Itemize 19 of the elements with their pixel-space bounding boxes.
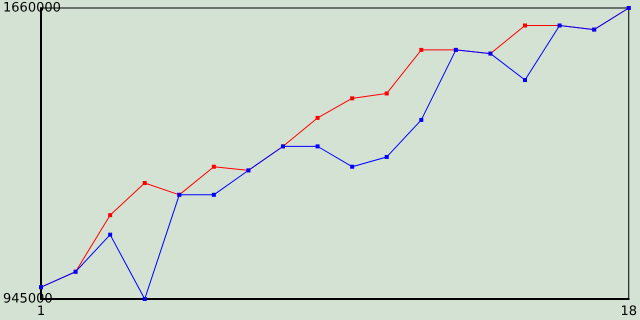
point (523, 24, 528, 28)
point (108, 232, 112, 237)
point (212, 164, 216, 169)
point (212, 192, 216, 197)
x-tick-label: 18 (620, 304, 637, 319)
point (142, 297, 147, 301)
point (316, 116, 320, 120)
point (384, 154, 389, 159)
point (142, 181, 147, 186)
point (419, 48, 424, 52)
point (316, 144, 320, 148)
point (108, 213, 112, 218)
point (419, 118, 424, 122)
point (350, 164, 354, 169)
y-tick-label: 1660000 (3, 0, 61, 16)
point (350, 96, 354, 100)
point (523, 78, 528, 82)
x-tick-label: 1 (36, 304, 46, 319)
point (384, 91, 389, 96)
